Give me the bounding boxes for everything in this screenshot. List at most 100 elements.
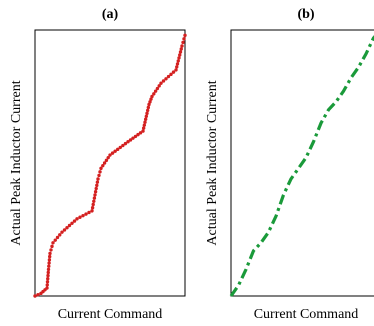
panel-a-series-point [146,105,151,110]
panel-a-series-point [174,68,178,72]
panel-a-series-point [75,217,79,221]
panel-a-series-point [153,89,158,93]
panel-a-series-point [78,215,82,219]
panel-a-series-point [97,173,101,178]
panel-a-series-point [106,155,110,160]
panel-a-series-point [45,280,50,284]
panel-a-series-point [143,120,147,124]
panel-a-series-point [95,183,99,188]
panel-a-series-point [33,294,37,298]
panel-a-series-point [121,143,125,148]
panel-a-series-point [166,74,171,79]
panel-a-series-point [182,37,186,41]
panel-a-series-point [72,219,77,223]
panel-b-series-line [229,35,374,297]
panel-a-series-point [50,244,54,249]
panel-a-series-point [81,213,85,218]
panel-a-series-point [92,199,96,203]
panel-a-series-point [141,129,145,133]
panel-a-series-point [144,114,149,119]
panel-a-series-point [126,140,130,144]
panel-a-series-point [101,163,105,168]
panel-a-series-point [70,221,74,225]
panel-a-series-point [176,59,180,63]
panel-a-series-point [177,56,181,60]
panel-a-series-point [90,205,95,210]
panel-a-series-point [181,40,185,45]
panel-a-series-point [90,209,94,213]
panel-a-ylabel: Actual Peak Inductor Current [9,80,24,245]
panel-a-series-point [145,111,149,116]
panel-a-plot-area [33,33,187,298]
panel-a-series-point [46,273,50,278]
panel-a-series-point [46,277,50,281]
panel-a-series-point [133,134,138,139]
panel-a-series-point [93,193,97,197]
panel-b-ylabel: Actual Peak Inductor Current [205,80,220,245]
panel-a-series-point [148,100,152,104]
panel-a-series-point [175,62,180,66]
panel-a-series-point [36,292,40,297]
panel-a-series-point [147,102,151,107]
panel-a-series-point [46,270,50,275]
panel-a-series-point [53,238,57,242]
panel-a-series-point [110,151,115,155]
panel-a-series-point [157,84,161,88]
panel-a-frame [34,29,186,297]
panel-a-series-point [159,81,163,85]
panel-a-series-point [84,212,88,216]
panel-a-series-point [104,158,109,163]
panel-a-series-point [94,186,98,191]
panel-a-series-point [136,132,140,137]
panel-a-series-point [46,267,51,272]
panel-a-series-point [102,161,107,165]
panel-a-series-point [92,196,97,200]
panel-a-series-point [58,233,62,237]
panel-a-series-point [175,65,179,69]
panel-a-series-point [55,235,60,240]
panel-a-series-point [48,251,52,256]
panel-a-series-point [152,92,156,96]
panel-b: (b) Actual Peak Inductor Current Current… [205,7,374,322]
panel-a-series-point [128,138,133,142]
panel-a-series-point [98,170,102,174]
panel-a-series-point [95,180,100,184]
panel-a-series-point [169,72,173,77]
panel-a-series-point [155,86,160,91]
panel-a-series-point [96,177,100,181]
panel-a-series-point [116,147,120,152]
panel-b-label: (b) [297,7,314,22]
panel-a-series-point [164,77,168,81]
panel-a-series-point [91,202,95,207]
panel-a-series-point [131,136,135,140]
panel-a-series-point [161,79,166,83]
panel-a-series-point [62,228,67,232]
panel-a-series-point [179,47,183,51]
panel-a-series-point [141,126,146,130]
panel-a-series-point [171,70,176,74]
panel-a-xlabel: Current Command [58,307,163,322]
panel-a-series-point [183,33,187,38]
panel-a-series-point [113,149,117,153]
panel-a-series-point [47,264,51,268]
panel-a-series-point [51,241,55,245]
panel-a-series-point [45,283,49,287]
panel-a-series-point [99,166,103,171]
panel-a-series-point [47,261,51,265]
panel-a-series-point [93,190,98,194]
panel-a-series-point [149,97,153,101]
panel-a: (a) Actual Peak Inductor Current Current… [9,7,187,322]
panel-b-plot-area [229,35,374,297]
panel-a-series-point [138,131,143,135]
panel-a-series-point [143,117,148,121]
panel-a-series-point [67,223,72,228]
panel-a-label: (a) [102,7,119,22]
panel-a-series-point [142,123,147,127]
panel-a-series-point [123,141,128,146]
panel-a-series-point [150,94,154,99]
panel-a-series-point [87,210,91,215]
panel-a-series-point [48,254,52,259]
panel-b-frame [230,29,374,297]
panel-a-series-point [178,53,182,57]
panel-a-series-point [45,286,49,290]
